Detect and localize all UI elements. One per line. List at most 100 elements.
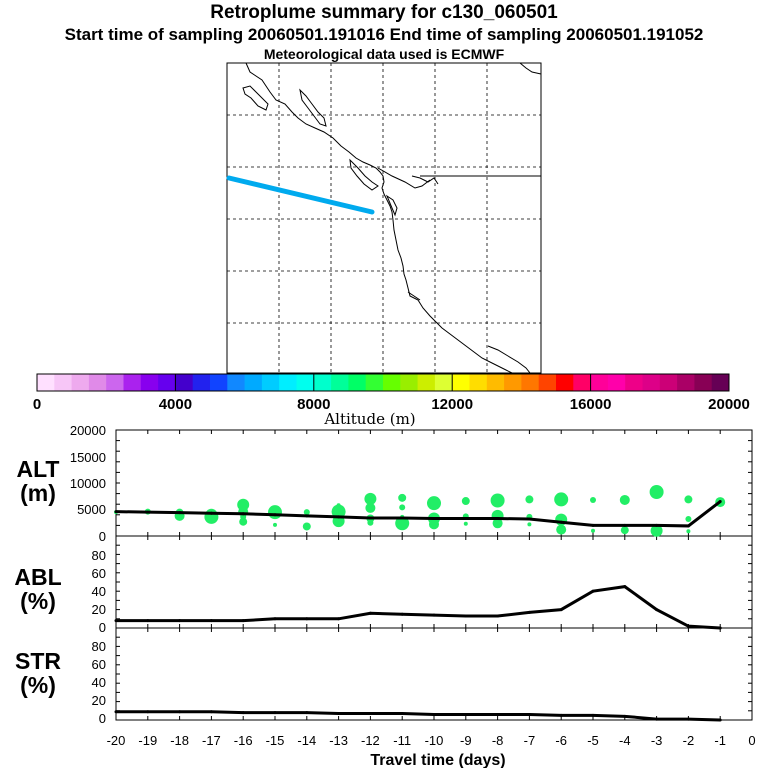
str-data-point <box>146 710 150 714</box>
plume-scatter-point <box>685 516 692 523</box>
colorbar-cell <box>123 374 142 391</box>
str-data-point <box>400 712 404 716</box>
abl-data-point <box>559 608 563 612</box>
y-tick-label: 20 <box>92 693 106 708</box>
colorbar-cell <box>711 374 730 391</box>
alt-data-point <box>527 517 531 521</box>
plume-scatter-point <box>302 522 311 531</box>
map-panel <box>226 62 542 374</box>
alt-data-point <box>655 523 659 527</box>
colorbar-cell <box>88 374 107 391</box>
x-tick-label: -11 <box>393 733 411 748</box>
str-data-point <box>464 712 468 716</box>
x-tick-label: -9 <box>460 733 472 748</box>
abl-panel-label: ABL <box>14 564 61 590</box>
y-tick-label: 60 <box>92 566 106 581</box>
x-axis-ticks: -20 -19 -18 -17 -16 -15 -14 -13 -12 -11 -10 -9 -8 -7-… <box>107 733 756 748</box>
colorbar-cell <box>54 374 73 391</box>
plume-scatter-point <box>591 528 595 533</box>
str-data-point <box>273 711 277 715</box>
colorbar-cells <box>37 374 730 391</box>
plume-scatter-point <box>336 503 341 508</box>
abl-data-point <box>241 619 245 623</box>
alt-data-point <box>591 523 595 527</box>
alt-panel-label: ALT <box>16 456 59 482</box>
x-axis-label: Travel time (days) <box>370 752 505 768</box>
colorbar-cell <box>521 374 540 391</box>
plume-scatter-point <box>650 524 663 537</box>
alt-data-point <box>114 510 118 514</box>
x-tick-label: -4 <box>619 733 631 748</box>
alt-data-point <box>209 511 213 515</box>
x-tick-label: -14 <box>297 733 316 748</box>
y-tick-label: 80 <box>92 639 106 654</box>
plume-scatter-point <box>239 517 248 526</box>
plume-scatter-point <box>554 492 569 507</box>
colorbar-ticks: 0 4000 8000 12000 16000 20000 <box>33 396 750 413</box>
alt-data-point <box>400 516 404 520</box>
str-data-point <box>655 717 659 721</box>
abl-data-point <box>527 610 531 614</box>
plume-scatter-point <box>365 502 376 513</box>
str-data-point <box>241 711 245 715</box>
plume-scatter-point <box>463 521 468 526</box>
colorbar-cell <box>590 374 609 391</box>
panel-frame <box>115 627 753 721</box>
plume-scatter-point <box>303 509 310 516</box>
str-data-point <box>209 710 213 714</box>
abl-data-point <box>178 619 182 623</box>
abl-data-point <box>305 617 309 621</box>
colorbar-cell <box>158 374 176 391</box>
str-data-point <box>686 717 690 721</box>
colorbar-tick-label: 0 <box>33 396 41 413</box>
x-tick-label: -2 <box>683 733 695 748</box>
colorbar-cell <box>486 374 505 391</box>
str-data-point <box>114 710 118 714</box>
plume-scatter-point <box>237 498 250 511</box>
x-tick-label: -16 <box>234 733 253 748</box>
colorbar-cell <box>400 374 419 391</box>
colorbar-divisions <box>174 374 592 391</box>
plume-scatter-point <box>619 494 630 505</box>
y-tick-label: 0 <box>99 529 106 544</box>
alt-data-point <box>368 516 372 520</box>
colorbar-cell <box>331 374 349 391</box>
plume-scatter-point <box>684 495 693 504</box>
str-data-point <box>432 712 436 716</box>
alt-data-point <box>305 514 309 518</box>
y-tick-label: 0 <box>99 711 106 726</box>
str-y-ticks: 80 60 40 20 0 <box>92 639 106 726</box>
abl-data-point <box>432 613 436 617</box>
y-tick-label: 40 <box>92 675 106 690</box>
colorbar-frame <box>36 373 730 392</box>
colorbar-cell <box>210 374 228 391</box>
x-tick-label: -17 <box>202 733 221 748</box>
abl-data-point <box>337 617 341 621</box>
x-tick-label: -3 <box>651 733 663 748</box>
colorbar-tick-label: 8000 <box>297 396 330 413</box>
retroplume-track <box>226 175 375 215</box>
alt-data-point <box>686 524 690 528</box>
y-tick-label: 5000 <box>77 502 106 517</box>
colorbar-cell <box>659 374 678 391</box>
plume-scatter-point <box>427 496 441 511</box>
y-tick-label: 80 <box>92 548 106 563</box>
str-data-point <box>337 712 341 716</box>
str-data-point <box>305 711 309 715</box>
y-tick-label: 0 <box>99 620 106 635</box>
plume-scatter-point <box>331 504 346 519</box>
alt-data-point <box>559 520 563 524</box>
abl-data-point <box>591 589 595 593</box>
str-data-point <box>527 712 531 716</box>
plume-scatter-point <box>364 492 377 505</box>
colorbar-cell <box>556 374 574 391</box>
y-tick-label: 10000 <box>70 476 106 491</box>
abl-data-point <box>114 619 118 623</box>
sampling-times: Start time of sampling 20060501.191016 E… <box>64 25 704 44</box>
plume-scatter-point <box>395 516 410 531</box>
x-tick-label: -19 <box>138 733 157 748</box>
x-tick-label: -5 <box>587 733 599 748</box>
colorbar-cell <box>383 374 401 391</box>
y-tick-label: 15000 <box>70 450 106 465</box>
